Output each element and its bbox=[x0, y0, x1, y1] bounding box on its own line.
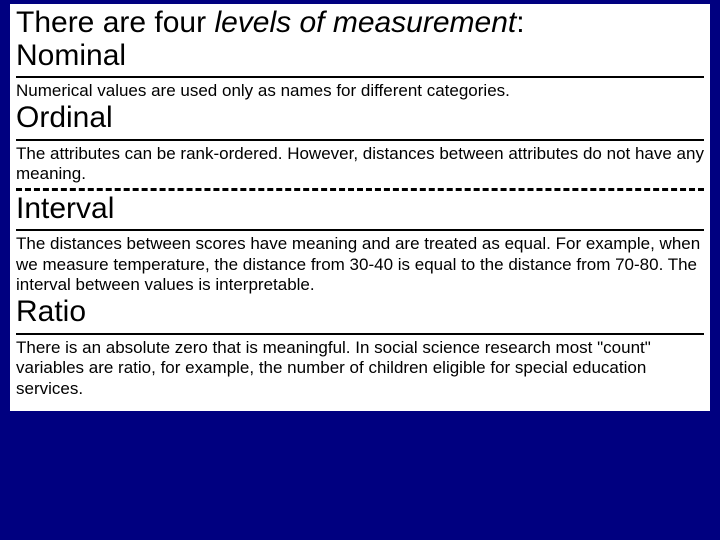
heading-ratio: Ratio bbox=[16, 295, 704, 330]
divider-interval bbox=[16, 229, 704, 231]
heading-ordinal: Ordinal bbox=[16, 101, 704, 136]
divider-ordinal bbox=[16, 139, 704, 141]
slide-title: There are four levels of measurement: bbox=[16, 4, 704, 41]
divider-ratio bbox=[16, 333, 704, 335]
divider-nominal bbox=[16, 76, 704, 78]
title-suffix: : bbox=[516, 6, 524, 39]
heading-interval: Interval bbox=[16, 192, 704, 227]
title-italic: levels of measurement bbox=[214, 6, 516, 39]
slide-content: There are four levels of measurement: No… bbox=[10, 4, 710, 411]
heading-nominal: Nominal bbox=[16, 39, 704, 74]
dashed-divider bbox=[16, 188, 704, 191]
desc-nominal: Numerical values are used only as names … bbox=[16, 81, 704, 101]
desc-ordinal: The attributes can be rank-ordered. Howe… bbox=[16, 144, 704, 185]
title-prefix: There are four bbox=[16, 6, 214, 39]
desc-ratio: There is an absolute zero that is meanin… bbox=[16, 338, 704, 399]
desc-interval: The distances between scores have meanin… bbox=[16, 234, 704, 295]
